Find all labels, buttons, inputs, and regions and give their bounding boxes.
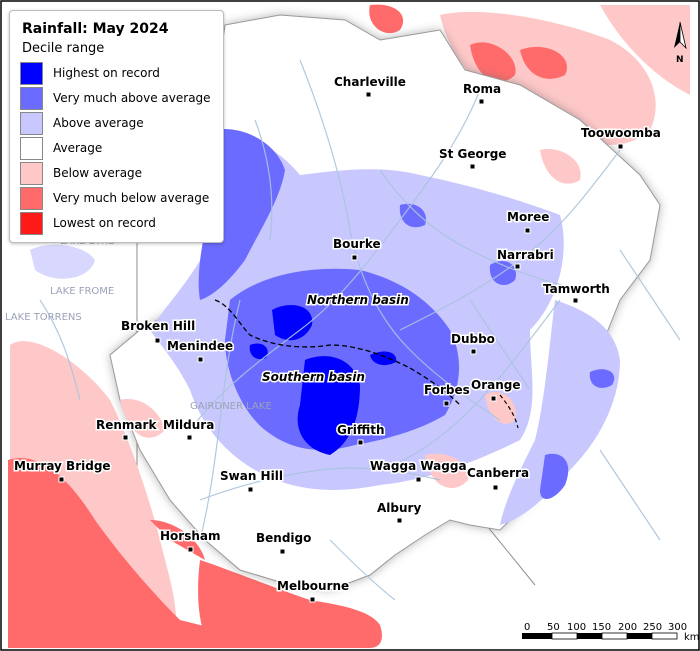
svg-text:Canberra: Canberra xyxy=(467,466,529,480)
legend-label: Below average xyxy=(53,166,143,180)
legend-item-very-much-below: Very much below average xyxy=(20,187,220,212)
legend-item-below: Below average xyxy=(20,162,220,187)
svg-text:Albury: Albury xyxy=(377,501,421,515)
svg-text:Melbourne: Melbourne xyxy=(277,579,349,593)
town-wagga-wagga: Wagga Wagga xyxy=(369,458,468,483)
svg-text:Horsham: Horsham xyxy=(160,529,221,543)
svg-text:Dubbo: Dubbo xyxy=(451,332,495,346)
svg-text:Wagga Wagga: Wagga Wagga xyxy=(370,459,467,473)
town-horsham: Horsham xyxy=(159,528,222,553)
town-narrabri: Narrabri xyxy=(496,247,555,270)
legend-item-very-much-above: Very much above average xyxy=(20,87,220,112)
town-charleville: Charleville xyxy=(333,74,407,98)
scale-tick-300: 300 xyxy=(668,622,687,633)
town-canberra: Canberra xyxy=(466,465,531,491)
town-bendigo: Bendigo xyxy=(255,530,313,555)
svg-text:Renmark: Renmark xyxy=(96,418,157,432)
legend-item-highest: Highest on record xyxy=(20,62,220,87)
town-tamworth: Tamworth xyxy=(542,281,611,304)
town-forbes: Forbes xyxy=(423,382,471,407)
svg-text:Broken Hill: Broken Hill xyxy=(121,319,195,333)
rivers xyxy=(39,59,681,601)
legend-swatch xyxy=(20,187,43,210)
svg-text:Griffith: Griffith xyxy=(337,423,385,437)
legend-item-above: Above average xyxy=(20,112,220,137)
legend-swatch xyxy=(20,112,43,135)
svg-text:Menindee: Menindee xyxy=(167,339,233,353)
town-dubbo: Dubbo xyxy=(450,331,496,355)
legend-swatch xyxy=(20,162,43,185)
legend-label: Very much above average xyxy=(53,91,211,105)
southern-basin-label: Southern basin xyxy=(262,370,365,384)
svg-text:Swan Hill: Swan Hill xyxy=(220,469,283,483)
town-menindee: Menindee xyxy=(166,338,235,363)
north-label: N xyxy=(676,55,684,65)
town-swan-hill: Swan Hill xyxy=(219,468,284,493)
scale-tick-0: 0 xyxy=(524,622,530,633)
town-st-george: St George xyxy=(438,146,508,170)
scale-tick-100: 100 xyxy=(567,622,586,633)
town-moree: Moree xyxy=(506,209,551,234)
outside-basin-rainfall xyxy=(8,4,690,648)
town-griffith: Griffith xyxy=(336,422,386,446)
svg-text:Mildura: Mildura xyxy=(163,418,214,432)
legend-swatch xyxy=(20,212,43,235)
svg-text:Orange: Orange xyxy=(471,378,521,392)
gairdner-lake-label: GAIRDNER LAKE xyxy=(190,401,272,412)
legend-subtitle: Decile range xyxy=(22,41,105,56)
legend-label: Average xyxy=(53,141,103,155)
svg-text:Roma: Roma xyxy=(463,82,501,96)
scale-tick-200: 200 xyxy=(618,622,637,633)
legend-label: Above average xyxy=(53,116,144,130)
legend-label: Very much below average xyxy=(53,191,210,205)
svg-text:Bourke: Bourke xyxy=(333,237,381,251)
legend-swatch xyxy=(20,137,43,160)
town-melbourne: Melbourne xyxy=(276,578,351,603)
lake-frome-label: LAKE FROME xyxy=(50,286,114,297)
towns: Charleville Roma Toowoomba St George Mor… xyxy=(13,74,662,603)
town-roma: Roma xyxy=(462,81,503,105)
northern-basin-label: Northern basin xyxy=(307,293,409,307)
legend-label: Lowest on record xyxy=(53,216,156,230)
lake-torrens-label: LAKE TORRENS xyxy=(5,312,82,323)
town-albury: Albury xyxy=(376,500,423,524)
svg-text:Murray Bridge: Murray Bridge xyxy=(14,459,111,473)
town-murray-bridge: Murray Bridge xyxy=(13,458,112,483)
svg-text:Narrabri: Narrabri xyxy=(497,248,554,262)
scale-bar: 0 50 100 150 200 250 300 km xyxy=(522,622,700,643)
north-arrow: N xyxy=(674,21,687,65)
legend: Rainfall: May 2024 Decile range Highest … xyxy=(9,10,224,243)
svg-text:Tamworth: Tamworth xyxy=(543,282,610,296)
basin-divider xyxy=(214,299,461,406)
legend-item-average: Average xyxy=(20,137,220,162)
scale-unit: km xyxy=(684,632,700,643)
legend-title: Rainfall: May 2024 xyxy=(22,21,169,37)
legend-swatch xyxy=(20,87,43,110)
town-orange: Orange xyxy=(470,377,522,402)
legend-swatch xyxy=(20,62,43,85)
scale-tick-250: 250 xyxy=(643,622,662,633)
town-toowoomba: Toowoomba xyxy=(580,125,662,150)
scale-tick-150: 150 xyxy=(592,622,611,633)
scale-tick-50: 50 xyxy=(547,622,560,633)
legend-item-lowest: Lowest on record xyxy=(20,212,220,237)
town-bourke: Bourke xyxy=(332,236,382,261)
svg-text:St George: St George xyxy=(439,147,506,161)
svg-text:Forbes: Forbes xyxy=(424,383,470,397)
svg-text:Charleville: Charleville xyxy=(334,75,406,89)
town-mildura: Mildura xyxy=(162,417,216,441)
town-renmark: Renmark xyxy=(95,417,159,441)
svg-text:Bendigo: Bendigo xyxy=(256,531,311,545)
basin-divider-2 xyxy=(499,394,519,429)
town-broken-hill: Broken Hill xyxy=(120,318,197,344)
svg-text:Toowoomba: Toowoomba xyxy=(581,126,661,140)
svg-text:Moree: Moree xyxy=(507,210,549,224)
legend-label: Highest on record xyxy=(53,66,160,80)
